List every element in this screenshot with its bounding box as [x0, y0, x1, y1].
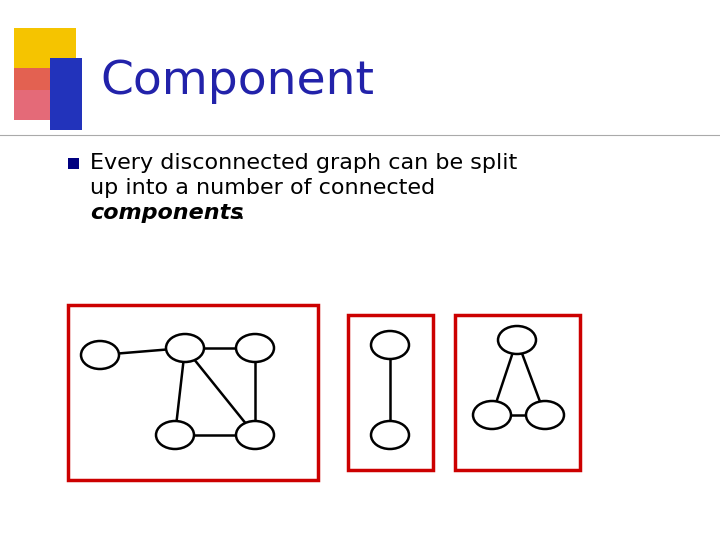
Ellipse shape: [166, 334, 204, 362]
Text: Every disconnected graph can be split: Every disconnected graph can be split: [90, 153, 517, 173]
Bar: [68, 305, 318, 480]
Text: up into a number of connected: up into a number of connected: [90, 178, 435, 198]
Ellipse shape: [236, 334, 274, 362]
Ellipse shape: [371, 331, 409, 359]
Ellipse shape: [81, 341, 119, 369]
Text: components: components: [90, 203, 243, 223]
Bar: [68, 158, 79, 169]
Bar: [14, 28, 76, 90]
Ellipse shape: [473, 401, 511, 429]
Bar: [348, 315, 433, 470]
Bar: [50, 58, 82, 130]
Bar: [14, 68, 58, 120]
Text: .: .: [238, 203, 245, 223]
Bar: [455, 315, 580, 470]
Text: Component: Component: [100, 59, 374, 105]
Ellipse shape: [526, 401, 564, 429]
Ellipse shape: [498, 326, 536, 354]
Ellipse shape: [236, 421, 274, 449]
Ellipse shape: [156, 421, 194, 449]
Ellipse shape: [371, 421, 409, 449]
